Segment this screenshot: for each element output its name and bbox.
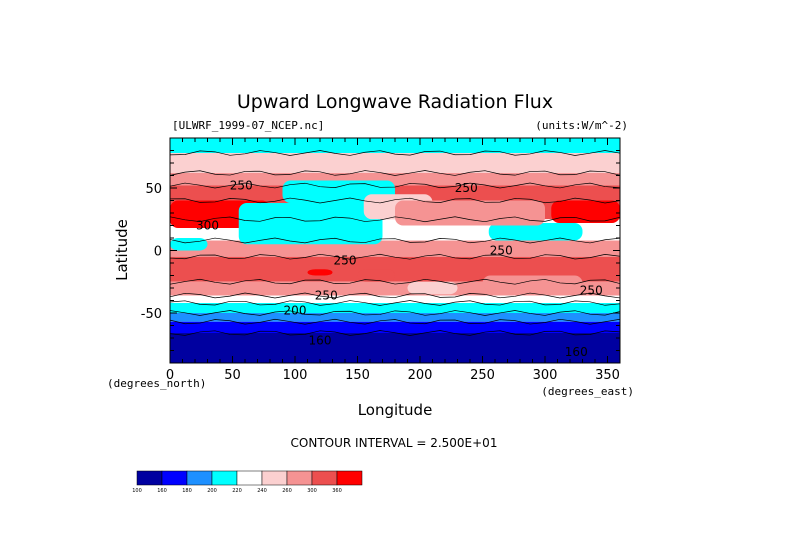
x-tick-label-300: 300 xyxy=(533,368,558,383)
contour-label-9: 160 xyxy=(565,345,588,359)
patch-8 xyxy=(307,269,333,276)
contour-line-8 xyxy=(169,278,621,285)
patch-6 xyxy=(395,200,545,226)
colorbar-swatch-2 xyxy=(186,470,213,486)
x-tick-label-50: 50 xyxy=(224,368,241,383)
contour-label-4: 250 xyxy=(490,244,513,258)
contour-label-5: 250 xyxy=(315,289,338,303)
y-tick-label-0: 0 xyxy=(154,245,162,260)
patch-4 xyxy=(488,223,583,241)
x-tick-label-150: 150 xyxy=(345,368,370,383)
band-11 xyxy=(170,313,620,322)
colorbar-swatch-4 xyxy=(236,470,263,486)
band-12 xyxy=(170,321,620,333)
x-axis-title: Longitude xyxy=(358,401,433,419)
contour-label-0: 250 xyxy=(230,179,253,193)
contour-line-2 xyxy=(169,170,621,176)
y-axis-title: Latitude xyxy=(113,219,131,281)
colorbar-label-8: 360 xyxy=(332,488,342,494)
colorbar-label-7: 300 xyxy=(307,488,317,494)
x-tick-label-0: 0 xyxy=(166,368,174,383)
x-tick-label-100: 100 xyxy=(283,368,308,383)
band-6 xyxy=(170,240,620,257)
contour-line-11 xyxy=(169,310,621,316)
patch-7 xyxy=(170,238,208,251)
y-axis: -50 0 50 xyxy=(141,137,620,364)
band-13 xyxy=(170,333,620,363)
colorbar-label-3: 200 xyxy=(207,488,217,494)
patch-11 xyxy=(482,275,583,291)
colorbar-swatch-3 xyxy=(211,470,238,486)
colorbar-label-5: 240 xyxy=(257,488,267,494)
colorbar-swatch-0 xyxy=(136,470,163,486)
band-1 xyxy=(170,153,620,173)
colorbar-swatch-7 xyxy=(311,470,338,486)
colorbar-label-2: 180 xyxy=(182,488,192,494)
contour-line-9 xyxy=(169,292,621,299)
patch-9 xyxy=(357,269,395,282)
colorbar: 100 160 180 200 220 240 260 300 360 xyxy=(132,470,363,494)
contour-label-3: 250 xyxy=(334,254,357,268)
units-label: (units:W/m^-2) xyxy=(535,119,628,132)
contour-line-7 xyxy=(169,253,621,260)
contour-line-1 xyxy=(169,150,621,156)
colorbar-swatch-6 xyxy=(286,470,313,486)
y-unit-label: (degrees_north) xyxy=(107,377,206,390)
colorbar-label-1: 160 xyxy=(157,488,167,494)
contour-label-2: 250 xyxy=(455,181,478,195)
colorbar-label-0: 100 xyxy=(132,488,142,494)
file-label: [ULWRF_1999-07_NCEP.nc] xyxy=(172,119,324,132)
colorbar-label-4: 220 xyxy=(232,488,242,494)
plot-area xyxy=(169,138,621,363)
contour-line-4 xyxy=(169,197,621,204)
band-9 xyxy=(170,295,620,303)
chart-title: Upward Longwave Radiation Flux xyxy=(237,91,553,113)
x-unit-label: (degrees_east) xyxy=(541,385,634,398)
x-tick-label-350: 350 xyxy=(595,368,620,383)
contour-line-10 xyxy=(169,300,621,306)
contour-line-6 xyxy=(169,237,621,244)
contour-label-7: 250 xyxy=(580,284,603,298)
contour-label-6: 200 xyxy=(284,304,307,318)
contour-line-13 xyxy=(169,330,621,336)
contour-interval: CONTOUR INTERVAL = 2.500E+01 xyxy=(291,436,498,450)
contour-line-12 xyxy=(169,318,621,325)
colorbar-swatch-8 xyxy=(336,470,363,486)
contour-labels: 250 300 250 250 250 250 200 250 160 160 xyxy=(196,179,603,359)
colorbar-swatch-1 xyxy=(161,470,188,486)
colorbar-label-6: 260 xyxy=(282,488,292,494)
band-2 xyxy=(170,173,620,186)
y-tick-label-50: 50 xyxy=(145,182,162,197)
x-tick-label-200: 200 xyxy=(408,368,433,383)
x-tick-label-250: 250 xyxy=(470,368,495,383)
patch-10 xyxy=(407,281,458,295)
patch-1 xyxy=(238,203,383,245)
contour-label-1: 300 xyxy=(196,219,219,233)
contour-line-3 xyxy=(169,182,621,189)
x-axis: 0 50 100 150 200 250 300 350 xyxy=(166,138,621,383)
contour-label-8: 160 xyxy=(309,334,332,348)
y-tick-label--50: -50 xyxy=(141,307,162,322)
band-10 xyxy=(170,303,620,313)
colorbar-swatch-5 xyxy=(261,470,288,486)
contour-line-5 xyxy=(169,216,621,223)
